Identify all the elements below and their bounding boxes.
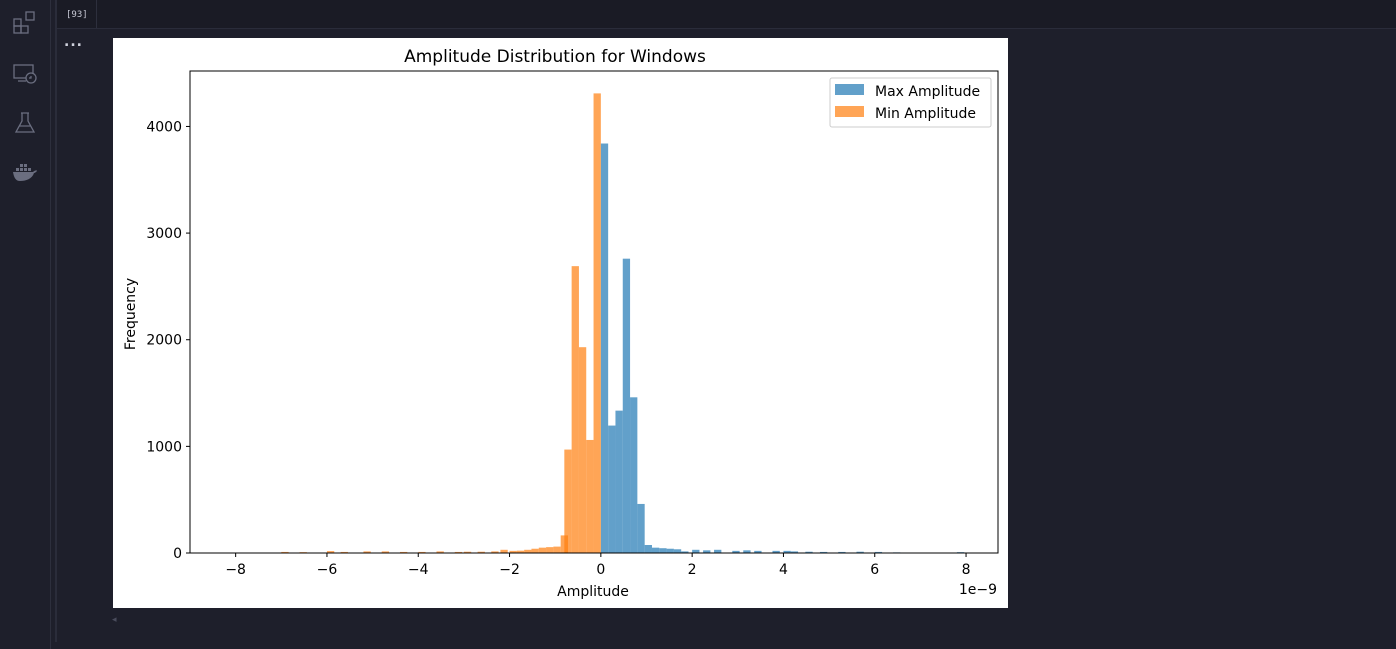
- max-amplitude-bar: [673, 549, 682, 553]
- legend: Max Amplitude Min Amplitude: [829, 77, 992, 128]
- x-tick-label: 4: [779, 562, 788, 578]
- max-amplitude-bar: [805, 551, 813, 553]
- y-axis-label: Frequency: [123, 278, 139, 350]
- docker-whale-icon[interactable]: [12, 160, 38, 186]
- max-amplitude-bar: [703, 550, 711, 553]
- min-amplitude-bar: [340, 551, 348, 553]
- max-amplitude-bar: [743, 550, 751, 553]
- max-amplitude-series: [600, 143, 965, 553]
- legend-frame: [829, 77, 992, 128]
- legend-swatch-min: [835, 106, 864, 117]
- min-amplitude-bar: [516, 550, 525, 553]
- y-tick-label: 4000: [146, 119, 182, 135]
- horizontal-scroll-left-icon[interactable]: ◂: [112, 615, 117, 625]
- x-tick-label: 6: [870, 562, 879, 578]
- min-amplitude-bar: [463, 551, 472, 553]
- plot-output: Amplitude Distribution for Windows −8 −6−…: [113, 38, 1008, 608]
- max-amplitude-bar: [615, 410, 623, 553]
- min-amplitude-bar: [586, 439, 594, 553]
- x-tick-label: −4: [408, 562, 429, 578]
- min-amplitude-bar: [546, 547, 554, 553]
- execution-count: [93]: [66, 10, 88, 20]
- y-tick-label: 3000: [146, 226, 182, 242]
- y-tick-label: 1000: [146, 439, 182, 455]
- max-amplitude-bar: [714, 549, 722, 553]
- output-actions-button[interactable]: ...: [64, 34, 83, 50]
- min-amplitude-bar: [454, 551, 463, 553]
- min-amplitude-bar: [381, 551, 390, 553]
- max-amplitude-bar: [783, 550, 791, 553]
- chart-title: Amplitude Distribution for Windows: [404, 47, 706, 67]
- plot-frame: [189, 70, 999, 554]
- max-amplitude-bar: [659, 548, 667, 553]
- min-amplitude-bar: [571, 266, 579, 553]
- x-tick-label: 2: [688, 562, 697, 578]
- cell-gutter: [55, 0, 57, 642]
- cell-header-divider: [96, 0, 97, 28]
- max-amplitude-bar: [608, 425, 616, 553]
- max-amplitude-bar: [637, 503, 645, 553]
- max-amplitude-bar: [754, 550, 762, 553]
- x-tick-label: −2: [499, 562, 520, 578]
- max-amplitude-bar: [790, 551, 799, 553]
- activity-bar: [0, 0, 51, 649]
- min-amplitude-bar: [326, 551, 335, 553]
- cell-header: [57, 0, 1396, 29]
- x-axis: −8 −6 −4 −2 0 2 4 6 8: [225, 553, 971, 578]
- legend-swatch-max: [835, 84, 864, 95]
- min-amplitude-bar: [418, 551, 426, 553]
- y-tick-label: 2000: [146, 333, 182, 349]
- min-amplitude-bar: [531, 548, 539, 553]
- min-amplitude-bar: [509, 550, 517, 553]
- max-amplitude-bar: [772, 550, 780, 553]
- min-amplitude-bar: [500, 549, 508, 553]
- min-amplitude-bar: [436, 551, 444, 553]
- max-amplitude-bar: [644, 545, 652, 553]
- histogram-chart: Amplitude Distribution for Windows −8 −6−…: [123, 47, 999, 600]
- max-amplitude-bar: [681, 551, 689, 553]
- max-amplitude-bar: [692, 549, 700, 553]
- x-axis-offset: 1e−9: [959, 582, 997, 598]
- min-amplitude-bar: [491, 551, 499, 553]
- min-amplitude-bar: [564, 449, 572, 553]
- remote-explorer-icon[interactable]: [12, 61, 38, 87]
- max-amplitude-bar: [874, 551, 883, 553]
- max-amplitude-bar: [630, 397, 638, 553]
- max-amplitude-bar: [838, 551, 846, 553]
- legend-label-max: Max Amplitude: [875, 84, 980, 100]
- extensions-icon[interactable]: [12, 10, 38, 36]
- min-amplitude-bar: [524, 549, 532, 553]
- max-amplitude-bar: [666, 548, 674, 553]
- max-amplitude-bar: [651, 547, 660, 553]
- min-amplitude-bar: [399, 551, 408, 553]
- min-amplitude-bar: [281, 551, 289, 553]
- legend-label-min: Min Amplitude: [875, 106, 976, 122]
- x-tick-label: 8: [962, 562, 971, 578]
- x-axis-label: Amplitude: [557, 584, 629, 600]
- x-tick-label: −8: [225, 562, 246, 578]
- y-tick-label: 0: [173, 546, 182, 562]
- min-amplitude-bar: [363, 551, 371, 553]
- max-amplitude-bar: [732, 550, 740, 553]
- max-amplitude-bar: [819, 551, 828, 553]
- min-amplitude-bar: [578, 347, 587, 553]
- max-amplitude-bar: [600, 143, 609, 553]
- min-amplitude-series: [281, 93, 601, 554]
- max-amplitude-bar: [622, 258, 631, 553]
- min-amplitude-bar: [553, 546, 561, 553]
- min-amplitude-bar: [477, 551, 485, 553]
- max-amplitude-bar: [856, 551, 864, 553]
- y-axis: 0 1000 2000 3000 4000: [146, 119, 190, 562]
- x-tick-label: −6: [317, 562, 338, 578]
- min-amplitude-bar: [538, 547, 547, 553]
- testing-flask-icon[interactable]: [12, 110, 38, 136]
- min-amplitude-bar: [593, 93, 601, 554]
- x-tick-label: 0: [596, 562, 605, 578]
